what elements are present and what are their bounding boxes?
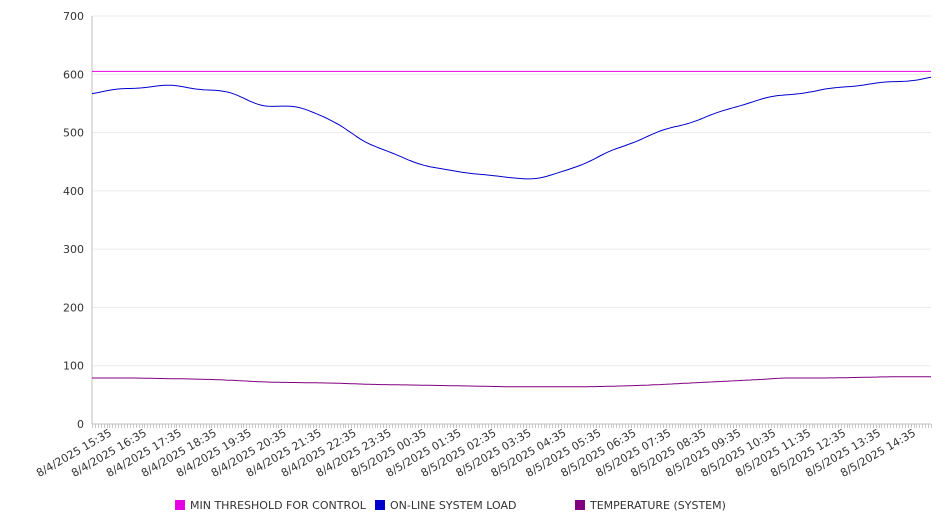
y-tick-label: 100 xyxy=(63,360,84,373)
axes xyxy=(91,16,932,428)
series-lines xyxy=(91,70,932,388)
y-tick-label: 200 xyxy=(63,301,84,314)
system-load-line xyxy=(91,76,932,180)
x-axis-ticks xyxy=(92,424,932,428)
y-tick-label: 500 xyxy=(63,127,84,140)
legend-item-system-load: ON-LINE SYSTEM LOAD xyxy=(375,497,516,513)
line-chart: 0 100 200 300 400 500 600 700 8/4/2025 15:358/4… xyxy=(34,10,932,480)
legend-label: TEMPERATURE (SYSTEM) xyxy=(590,498,726,512)
legend-label: MIN THRESHOLD FOR CONTROL xyxy=(190,498,366,512)
legend-swatch xyxy=(375,500,385,510)
legend-item-temperature: TEMPERATURE (SYSTEM) xyxy=(575,497,726,513)
temperature-line xyxy=(92,376,931,388)
y-tick-label: 300 xyxy=(63,243,84,256)
y-tick-labels: 0 100 200 300 400 500 600 700 xyxy=(63,10,84,431)
x-tick-labels: 8/4/2025 15:358/4/2025 16:358/4/2025 17:… xyxy=(34,426,918,480)
y-tick-label: 600 xyxy=(63,68,84,81)
legend-swatch xyxy=(575,500,585,510)
legend: MIN THRESHOLD FOR CONTROL ON-LINE SYSTEM… xyxy=(0,497,946,515)
y-tick-label: 0 xyxy=(77,418,84,431)
legend-item-min-threshold: MIN THRESHOLD FOR CONTROL xyxy=(175,497,366,513)
gridlines xyxy=(92,15,931,367)
legend-label: ON-LINE SYSTEM LOAD xyxy=(390,498,517,512)
y-tick-label: 400 xyxy=(63,185,84,198)
y-tick-label: 700 xyxy=(63,10,84,23)
legend-swatch xyxy=(175,500,185,510)
